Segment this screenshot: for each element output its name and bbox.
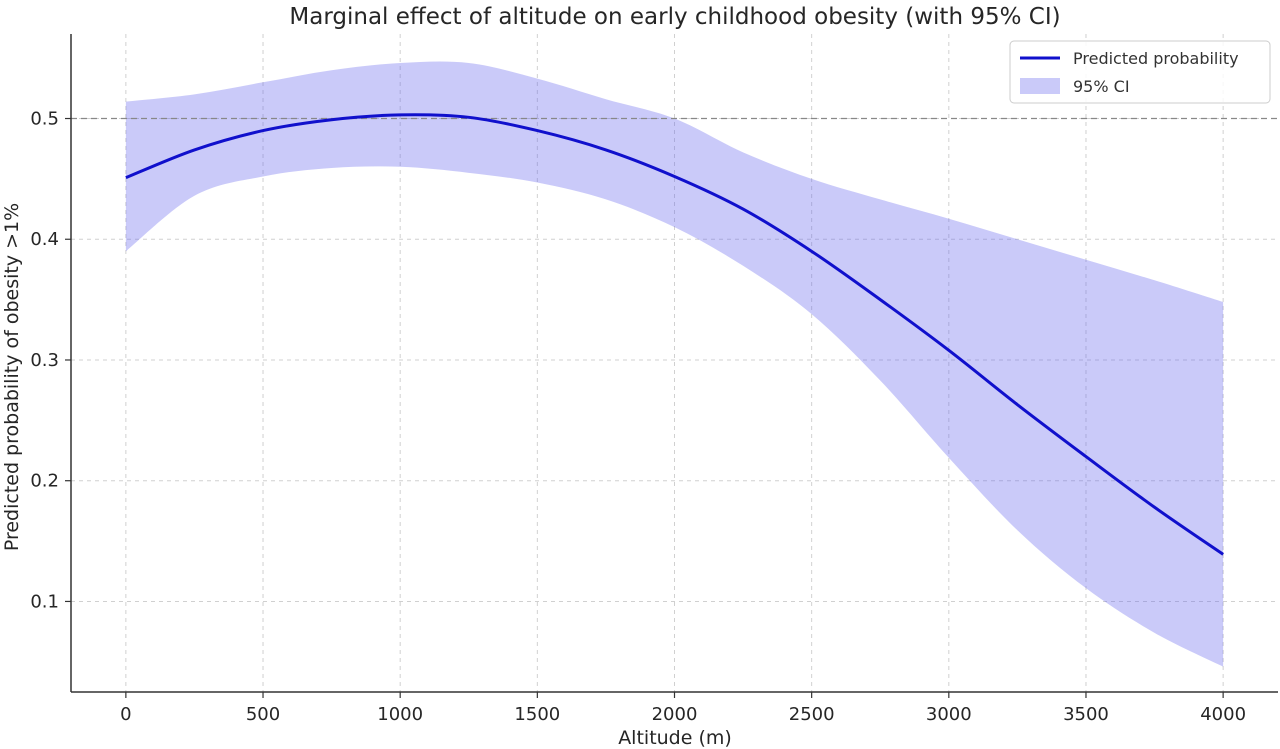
x-tick-label: 1500	[514, 704, 560, 725]
legend-label-ci: 95% CI	[1073, 77, 1130, 96]
x-tick-label: 2000	[652, 704, 698, 725]
legend: Predicted probability 95% CI	[1009, 40, 1271, 104]
x-tick-label: 1000	[377, 704, 423, 725]
x-tick-label: 2500	[789, 704, 835, 725]
chart-title: Marginal effect of altitude on early chi…	[289, 4, 1060, 30]
confidence-band	[125, 61, 1224, 667]
x-tick-label: 3500	[1063, 704, 1109, 725]
x-tick-label: 0	[120, 704, 131, 725]
y-axis-label: Predicted probability of obesity >1%	[1, 203, 23, 551]
legend-box	[1009, 40, 1271, 104]
x-tick-label: 3000	[926, 704, 972, 725]
y-tick-label: 0.4	[30, 229, 59, 250]
predicted-probability-line	[125, 113, 1224, 556]
y-tick-label: 0.1	[30, 591, 59, 612]
legend-band-swatch	[1020, 78, 1060, 94]
ticks: 0 500 1000 1500 2000 2500 3000 3500 4000 0.1 0.2 0.…	[30, 109, 1246, 725]
y-tick-label: 0.3	[30, 350, 59, 371]
legend-label-predicted: Predicted probability	[1073, 49, 1239, 68]
x-tick-label: 500	[246, 704, 280, 725]
y-tick-label: 0.5	[30, 109, 59, 130]
x-axis-label: Altitude (m)	[618, 727, 732, 749]
x-tick-label: 4000	[1200, 704, 1246, 725]
y-tick-label: 0.2	[30, 471, 59, 492]
